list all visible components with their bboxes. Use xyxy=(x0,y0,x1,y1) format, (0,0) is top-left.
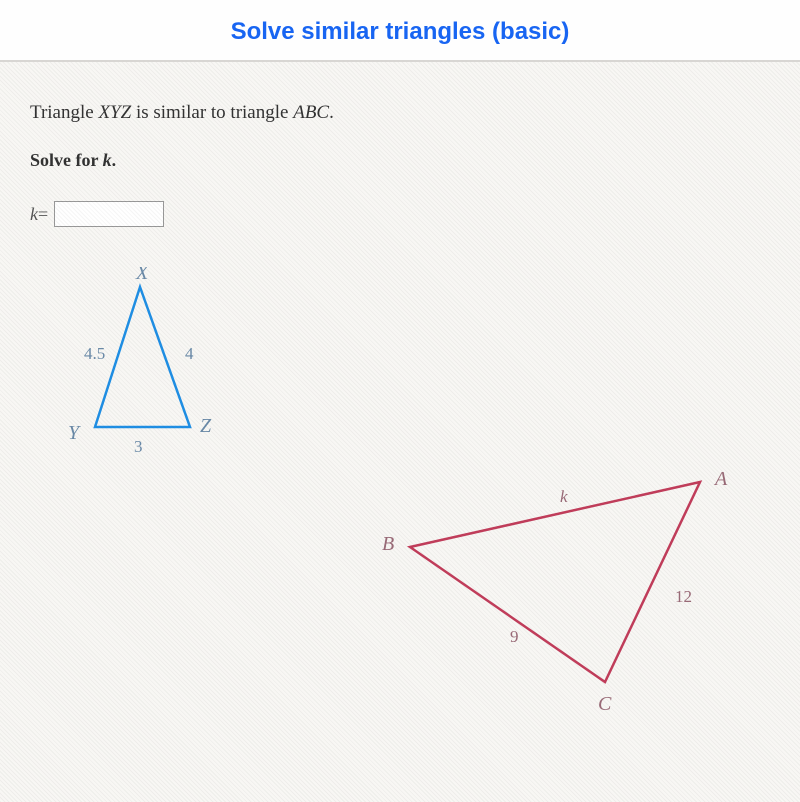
problem-content: Triangle XYZ is similar to triangle ABC.… xyxy=(0,62,800,802)
vertex-y-label: Y xyxy=(68,422,81,444)
text-pre: Triangle xyxy=(30,102,98,123)
triangle-abc: A B C k 12 9 xyxy=(370,452,760,732)
page-title: Solve similar triangles (basic) xyxy=(0,18,800,46)
answer-row: k = xyxy=(30,201,770,227)
answer-var: k xyxy=(30,204,38,225)
triangle-abc-shape xyxy=(410,482,700,682)
diagram-area: X Y Z 4.5 4 3 A B C k 12 9 xyxy=(30,267,770,727)
side-yz-label: 3 xyxy=(134,437,143,456)
answer-input[interactable] xyxy=(54,201,164,227)
vertex-z-label: Z xyxy=(200,415,212,437)
solve-post: . xyxy=(112,150,117,170)
side-ab-label: k xyxy=(560,487,568,506)
vertex-c-label: C xyxy=(598,693,612,715)
side-xz-label: 4 xyxy=(185,344,194,363)
side-bc-label: 9 xyxy=(510,627,519,646)
answer-equals: = xyxy=(38,204,48,225)
vertex-b-label: B xyxy=(382,533,394,555)
vertex-x-label: X xyxy=(135,267,149,284)
var-xyz: XYZ xyxy=(98,102,131,123)
solve-pre: Solve for xyxy=(30,150,103,170)
page-header: Solve similar triangles (basic) xyxy=(0,0,800,62)
vertex-a-label: A xyxy=(713,468,728,490)
var-abc: ABC xyxy=(293,102,329,123)
solve-var: k xyxy=(103,150,112,170)
triangle-xyz-shape xyxy=(95,287,190,427)
side-ac-label: 12 xyxy=(675,587,692,606)
triangle-xyz: X Y Z 4.5 4 3 xyxy=(50,267,250,477)
text-post: . xyxy=(329,102,334,123)
text-mid: is similar to triangle xyxy=(131,102,293,123)
problem-statement: Triangle XYZ is similar to triangle ABC. xyxy=(30,102,770,124)
side-xy-label: 4.5 xyxy=(84,344,105,363)
solve-for-line: Solve for k. xyxy=(30,150,770,171)
